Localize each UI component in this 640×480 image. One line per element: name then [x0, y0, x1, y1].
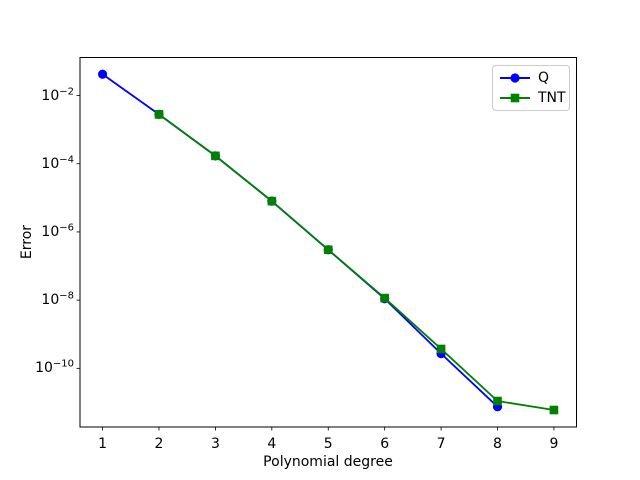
square-marker-icon	[380, 293, 389, 303]
x-tick-label: 1	[98, 436, 108, 452]
legend: Q TNT	[492, 65, 570, 111]
series-line-tnt	[158, 113, 555, 411]
y-tick-label: 10−4	[41, 154, 74, 172]
square-marker-icon	[493, 396, 502, 406]
square-marker-icon	[323, 245, 333, 255]
x-tick-label: 7	[436, 436, 446, 452]
x-tick-label: 3	[210, 436, 220, 452]
x-tick-label: 9	[549, 436, 559, 452]
square-marker-icon	[436, 344, 446, 354]
plot-frame	[79, 57, 577, 428]
x-tick-label: 2	[154, 436, 164, 452]
legend-label: Q	[538, 70, 550, 86]
legend-label: TNT	[538, 90, 566, 106]
legend-swatch-q	[500, 73, 530, 83]
x-axis-title: Polynomial degree	[263, 454, 393, 470]
legend-entry-q: Q	[500, 68, 562, 88]
square-marker-icon	[549, 405, 559, 415]
x-tick-label: 4	[267, 436, 277, 452]
legend-swatch-tnt	[500, 93, 530, 103]
legend-entry-tnt: TNT	[500, 88, 566, 108]
y-tick-label: 10−10	[35, 358, 74, 377]
x-tick-label: 8	[493, 436, 502, 452]
y-tick-label: 10−6	[41, 222, 74, 240]
y-tick-label: 10−2	[41, 85, 74, 104]
y-tick-label: 10−8	[41, 290, 74, 309]
x-tick-label: 5	[323, 436, 333, 452]
circle-marker-icon	[510, 73, 520, 83]
circle-marker-icon	[97, 69, 108, 79]
square-marker-icon	[267, 196, 277, 206]
square-marker-icon	[211, 151, 220, 161]
x-tick-label: 6	[380, 436, 390, 452]
square-marker-icon	[510, 93, 520, 103]
square-marker-icon	[154, 110, 164, 119]
